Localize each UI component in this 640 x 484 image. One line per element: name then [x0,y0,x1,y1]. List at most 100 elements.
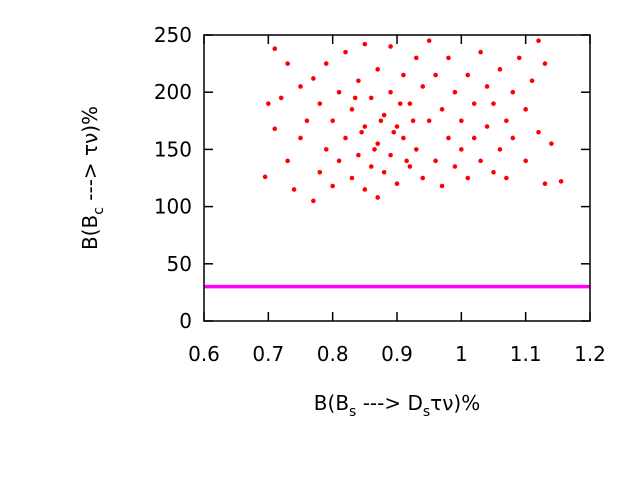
scatter-point [272,46,278,52]
scatter-point [523,158,528,164]
scatter-point [420,84,426,89]
scatter-point [478,49,483,55]
scatter-point [343,49,348,55]
x-tick-label: 1.2 [574,342,606,366]
scatter-point [484,124,490,129]
scatter-point [439,183,445,189]
scatter-point [471,135,477,141]
y-tick-label: 100 [154,195,192,219]
x-label-part: τν)% [430,391,480,415]
scatter-point [362,187,368,192]
x-label-sub: s [349,404,356,420]
scatter-point [349,175,355,181]
y-label-part: B(B [78,215,102,250]
scatter-point [414,147,419,152]
scatter-point [285,61,290,66]
scatter-point [304,118,310,124]
x-label-sub: s [423,404,430,420]
scatter-point [426,38,432,44]
scatter-point [491,169,496,175]
x-axis-label: B(Bs ---> Dsτν)% [314,391,480,420]
scatter-point [459,147,464,152]
scatter-point [407,164,413,169]
scatter-point [420,175,426,181]
x-tick-label: 0.7 [252,342,284,366]
scatter-point [504,175,509,181]
y-tick-label: 250 [154,23,192,47]
scatter-point [401,72,406,78]
scatter-point [497,67,503,72]
scatter-point [459,118,464,124]
scatter-point [298,135,303,141]
scatter-point [262,174,268,180]
scatter-point [372,147,377,152]
scatter-point [542,181,548,187]
scatter-point [452,89,458,95]
scatter-point [433,158,438,164]
scatter-point [523,107,528,112]
y-tick-label: 200 [154,80,192,104]
scatter-point [452,164,458,169]
scatter-point [404,158,409,164]
scatter-point [378,118,384,124]
scatter-point [439,107,445,112]
scatter-point [388,152,393,158]
x-tick-label: 1.1 [510,342,542,366]
scatter-point [375,195,381,200]
scatter-point [330,118,335,124]
scatter-point [381,112,387,118]
scatter-point [311,76,316,81]
scatter-point [317,169,323,175]
scatter-point [484,84,490,89]
plot-area [204,38,590,289]
scatter-point [542,61,548,66]
scatter-point [323,61,329,66]
scatter-point [330,183,335,189]
scatter-point [529,78,535,84]
scatter-point [401,135,406,141]
scatter-point [368,95,374,101]
y-tick-label: 0 [179,309,192,333]
scatter-point [497,147,503,152]
scatter-point [368,164,374,169]
x-tick-label: 1 [455,342,468,366]
scatter-point [272,126,278,132]
scatter-point [414,55,419,61]
x-label-part: ---> D [356,391,423,415]
scatter-point [510,135,516,141]
x-tick-label: 0.9 [381,342,413,366]
scatter-point [446,55,451,61]
y-tick-label: 150 [154,137,192,161]
scatter-point [516,55,522,61]
scatter-point [375,67,381,72]
scatter-point [491,101,496,106]
scatter-point [465,175,471,181]
scatter-point [311,198,316,204]
scatter-point [362,41,368,47]
scatter-point [349,107,355,112]
scatter-point [388,89,393,95]
x-label-part: B(B [314,391,349,415]
scatter-point [465,72,471,78]
scatter-point [359,129,364,135]
scatter-point [394,124,400,129]
scatter-point [362,124,368,129]
x-tick-label: 0.6 [188,342,220,366]
scatter-point [285,158,290,164]
scatter-point [549,141,554,146]
scatter-point [433,72,438,78]
scatter-point [278,95,284,101]
scatter-point [558,179,564,184]
scatter-point [478,158,483,164]
scatter-point [407,101,413,106]
scatter-point [323,147,329,152]
scatter-point [471,101,477,106]
scatter-point [536,38,541,44]
scatter-point [504,118,509,124]
scatter-point [317,101,323,106]
scatter-point [336,89,342,95]
scatter-point [266,101,271,106]
scatter-point [510,89,516,95]
scatter-point [375,141,381,146]
